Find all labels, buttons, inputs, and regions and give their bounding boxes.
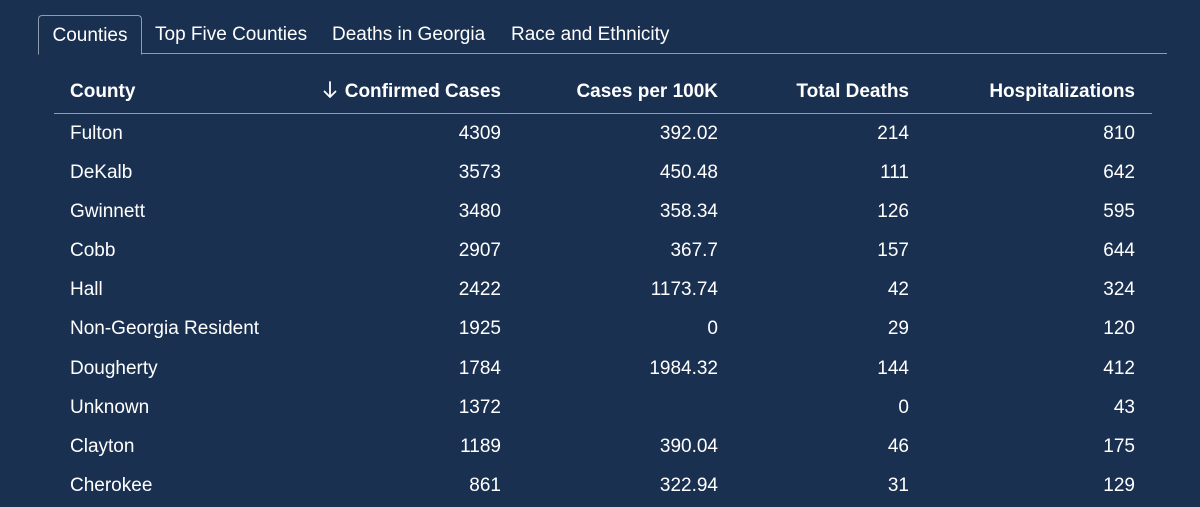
cases-per-100k-cell: 322.94 [659,474,718,496]
confirmed-cases-cell: 861 [469,474,501,496]
total-deaths-cell: 29 [887,318,909,340]
column-header-confirmed-cases-label: Confirmed Cases [344,81,501,102]
table-row: Gwinnett 3480 358.34 126 595 [54,192,1152,231]
cases-per-100k-cell: 1173.74 [650,279,718,301]
confirmed-cases-cell: 1784 [458,357,501,379]
table-row: Cobb 2907 367.7 157 644 [54,231,1152,270]
total-deaths-cell: 111 [880,162,909,184]
county-cell: Cherokee [70,474,153,496]
county-cell: Gwinnett [70,201,145,223]
tab-deaths-in-georgia[interactable]: Deaths in Georgia [332,24,486,45]
confirmed-cases-cell: 1372 [458,396,501,418]
cases-per-100k-cell: 367.7 [670,240,718,262]
total-deaths-cell: 0 [898,396,909,418]
total-deaths-cell: 42 [887,279,909,301]
column-header-county[interactable]: County [70,81,136,102]
table-body: Fulton 4309 392.02 214 810 DeKalb 3573 450.48 11… [54,114,1152,505]
total-deaths-cell: 126 [877,201,909,223]
table-row: Clayton 1189 390.04 46 175 [54,427,1152,466]
confirmed-cases-cell: 4309 [458,123,501,144]
tab-top-five-counties[interactable]: Top Five Counties [155,24,308,45]
table-row: Unknown 1372 0 43 [54,388,1152,427]
county-cell: Dougherty [70,357,158,379]
hospitalizations-cell: 412 [1103,357,1135,379]
tab-counties[interactable]: Counties [38,15,142,55]
total-deaths-cell: 157 [877,240,909,262]
county-cell: Unknown [70,396,150,418]
table-row: Fulton 4309 392.02 214 810 [54,114,1152,153]
confirmed-cases-cell: 1925 [458,318,501,340]
cases-per-100k-cell: 392.02 [659,123,718,144]
cases-per-100k-cell: 0 [707,318,718,340]
confirmed-cases-cell: 3480 [458,201,501,223]
table-row: Dougherty 1784 1984.32 144 412 [54,349,1152,388]
hospitalizations-cell: 129 [1103,474,1135,496]
total-deaths-cell: 144 [877,357,909,379]
confirmed-cases-cell: 1189 [460,435,501,457]
cases-per-100k-cell: 390.04 [659,435,718,457]
table-row: DeKalb 3573 450.48 111 642 [54,153,1152,192]
arrow-down-icon [323,81,337,98]
tab-race-and-ethnicity[interactable]: Race and Ethnicity [511,24,670,45]
column-header-total-deaths[interactable]: Total Deaths [796,81,909,102]
total-deaths-cell: 31 [887,474,909,496]
hospitalizations-cell: 810 [1103,123,1135,144]
confirmed-cases-cell: 2907 [458,240,501,262]
confirmed-cases-cell: 2422 [458,279,501,301]
cases-per-100k-cell: 1984.32 [649,357,718,379]
table-header: County Confirmed Cases Cases per 100K To… [54,70,1152,114]
county-cell: Clayton [70,435,135,457]
county-cell: DeKalb [70,162,133,184]
hospitalizations-cell: 644 [1103,240,1135,262]
tab-bar: Counties Top Five Counties Deaths in Geo… [38,15,1167,55]
county-cell: Fulton [70,123,123,144]
hospitalizations-cell: 595 [1103,201,1135,223]
column-header-hospitalizations[interactable]: Hospitalizations [989,81,1135,102]
hospitalizations-cell: 324 [1103,279,1135,301]
county-cell: Hall [70,279,103,301]
counties-table: County Confirmed Cases Cases per 100K To… [54,70,1152,505]
column-header-confirmed-cases[interactable]: Confirmed Cases [323,70,501,113]
hospitalizations-cell: 43 [1113,396,1135,418]
table-row: Cherokee 861 322.94 31 129 [54,466,1152,505]
cases-per-100k-cell: 358.34 [659,201,718,223]
table-row: Hall 2422 1173.74 42 324 [54,270,1152,309]
county-cell: Cobb [70,240,116,262]
confirmed-cases-cell: 3573 [458,162,501,184]
table-row: Non-Georgia Resident 1925 0 29 120 [54,309,1152,348]
hospitalizations-cell: 175 [1103,435,1135,457]
county-cell: Non-Georgia Resident [70,318,260,340]
hospitalizations-cell: 120 [1103,318,1135,340]
column-header-cases-per-100k[interactable]: Cases per 100K [576,81,718,102]
total-deaths-cell: 214 [877,123,909,144]
total-deaths-cell: 46 [887,435,909,457]
cases-per-100k-cell: 450.48 [659,162,718,184]
hospitalizations-cell: 642 [1103,162,1135,184]
